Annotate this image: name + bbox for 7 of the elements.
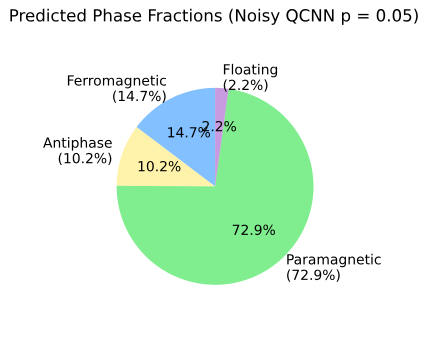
- slice-label: Paramagnetic (72.9%): [287, 254, 381, 282]
- data-label: 10.2%: [138, 160, 180, 172]
- chart-title: Predicted Phase Fractions (Noisy QCNN p = 0.05): [10, 8, 418, 25]
- slice-label: Ferromagnetic (14.7%): [68, 74, 166, 103]
- data-label: 72.9%: [232, 224, 276, 236]
- slice-label: Antiphase (10.2%): [43, 137, 112, 166]
- slice-label: Floating (2.2%): [224, 64, 278, 92]
